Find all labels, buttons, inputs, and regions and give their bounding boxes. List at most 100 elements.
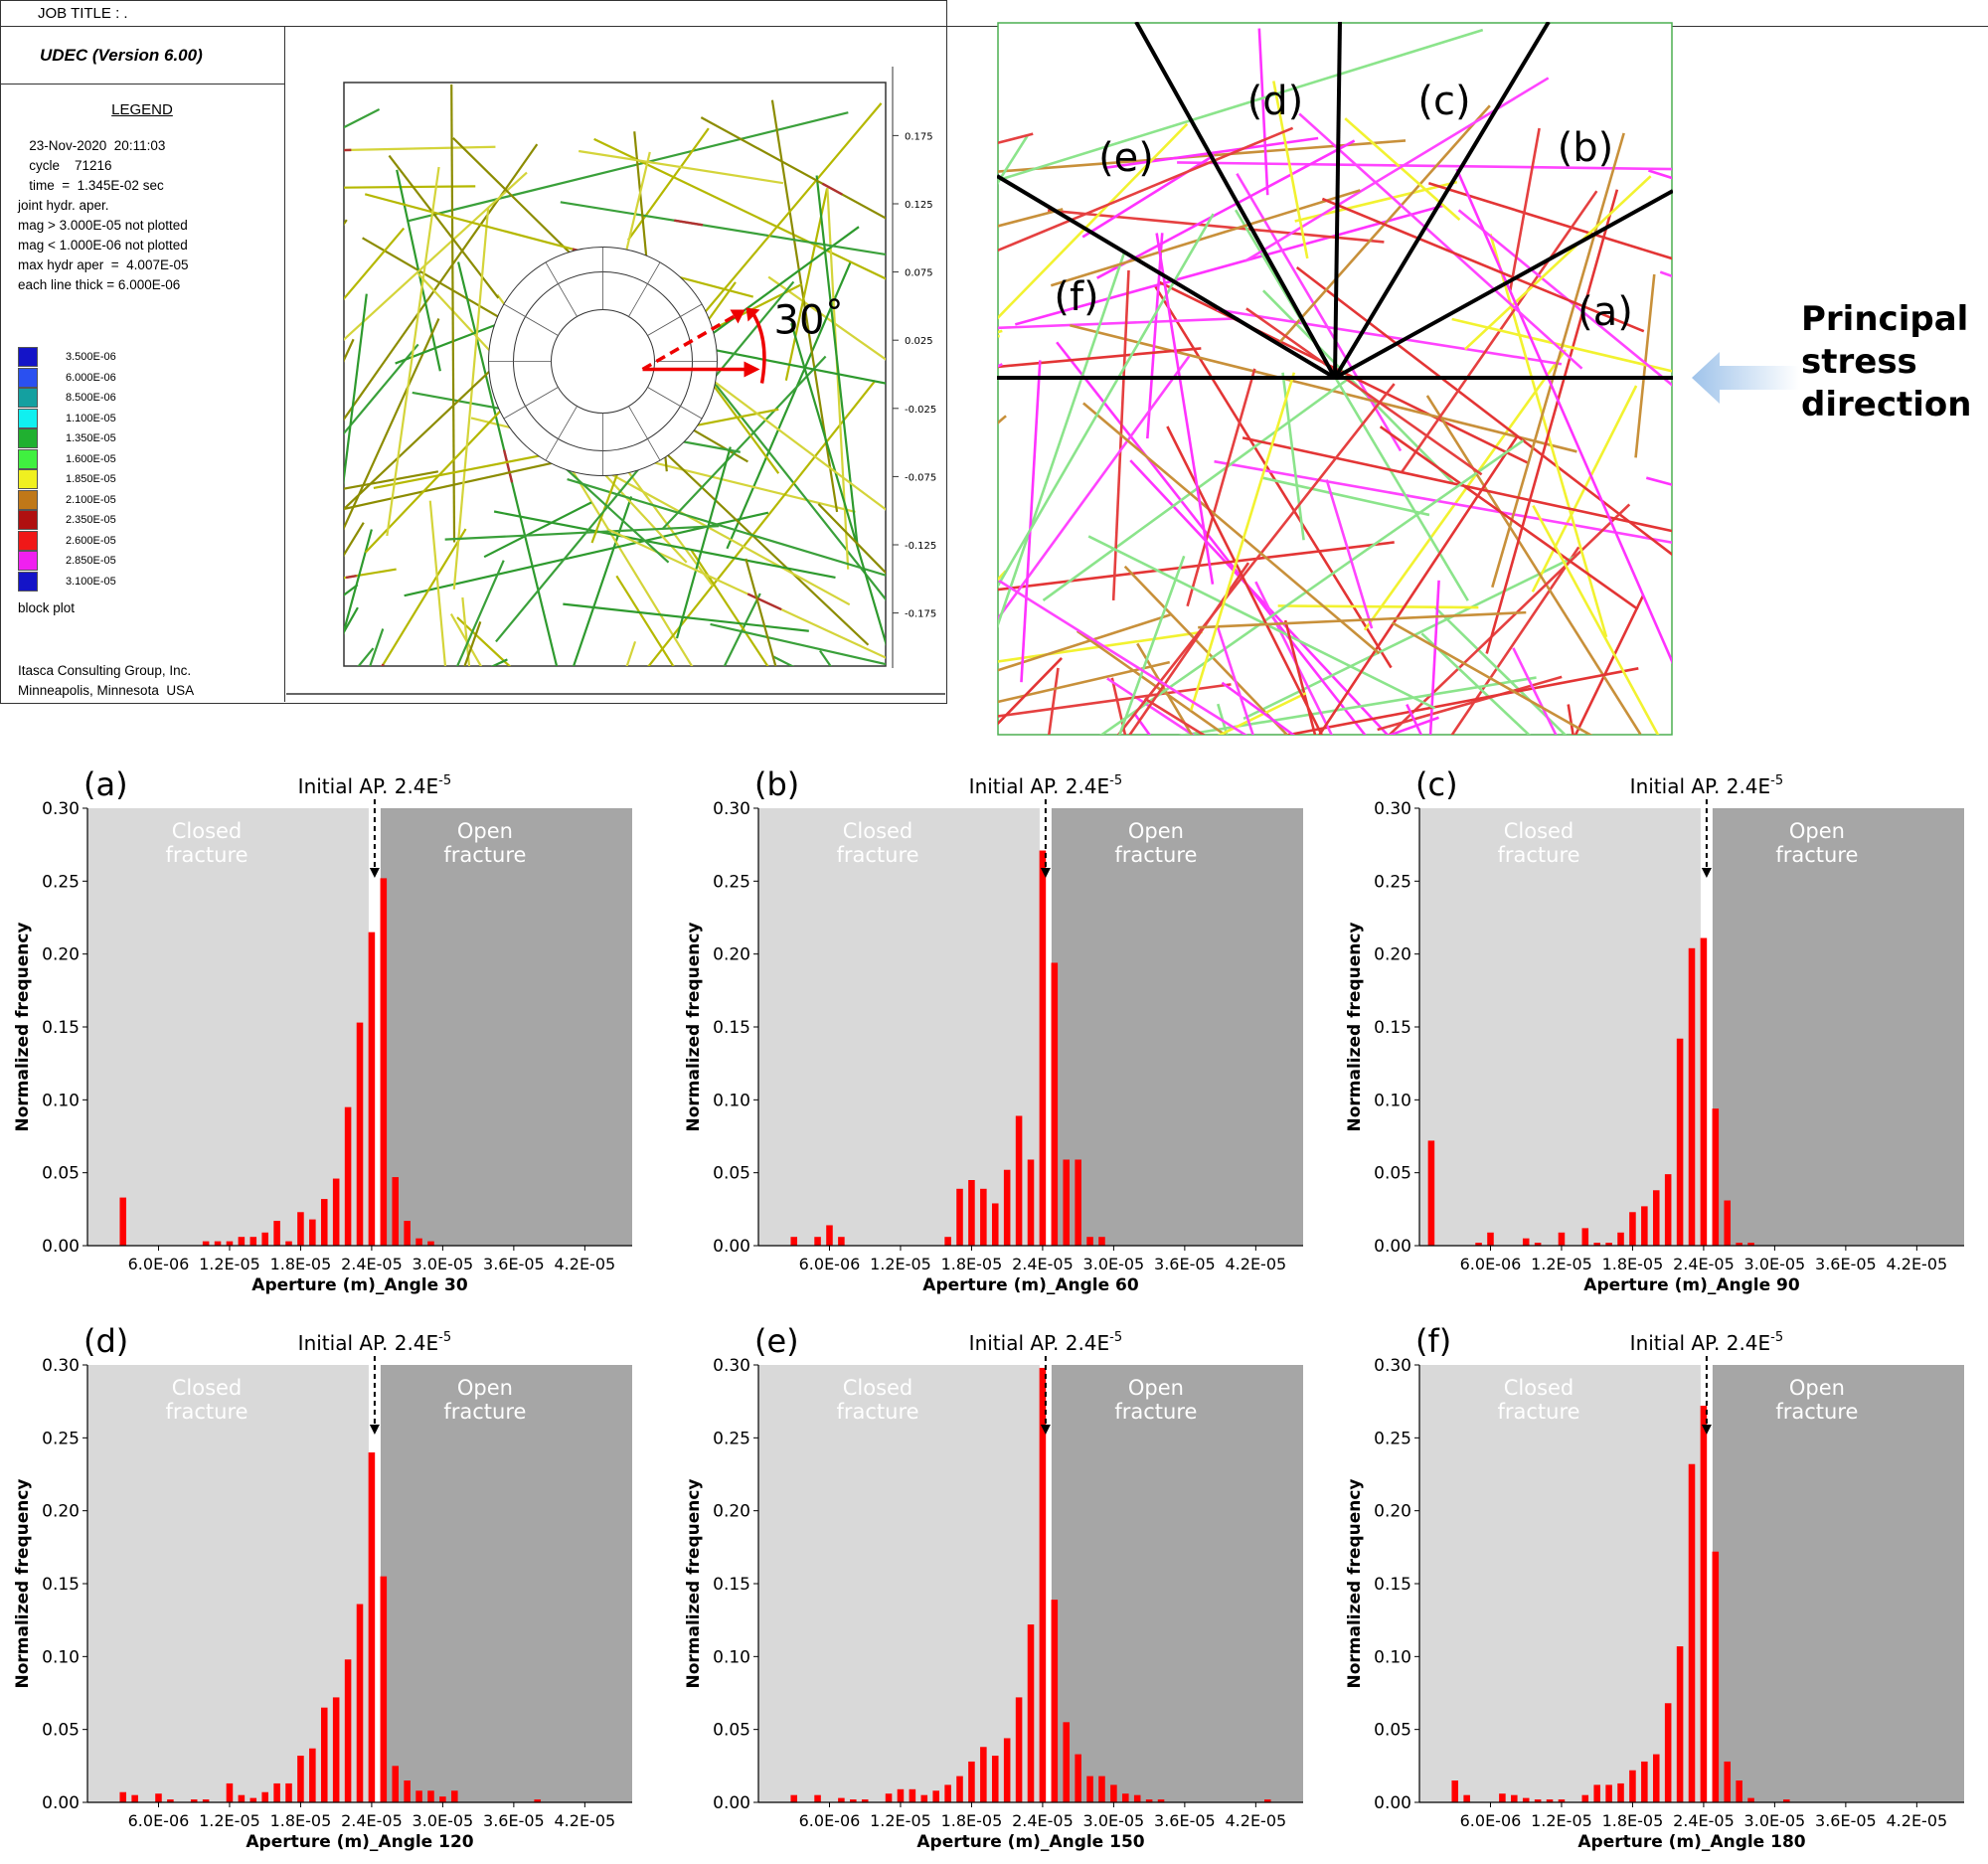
y-tick-label: 0.05 (713, 1721, 750, 1741)
open-region (380, 1365, 632, 1802)
fracture-line (1020, 360, 1042, 683)
y-tick-label: 0.00 (42, 1237, 80, 1257)
closed-label: fracture (1497, 1400, 1579, 1424)
histogram-bar (1027, 1159, 1035, 1246)
fracture-line (1491, 132, 1625, 589)
fracture-segment-open (674, 219, 704, 227)
x-tick-label: 6.0E-06 (128, 1811, 190, 1830)
histogram-bar (1736, 1243, 1742, 1246)
fracture-line (1198, 610, 1527, 629)
histogram-bar (1427, 1140, 1435, 1246)
fracture-line (1485, 189, 1619, 654)
open-region (1051, 808, 1303, 1246)
fracture-line (998, 347, 1202, 369)
fracture-line (1123, 565, 1289, 735)
histogram-bar (261, 1232, 268, 1246)
fracture-line (493, 510, 836, 580)
histogram-bar (1534, 1243, 1542, 1246)
y-axis-label: Normalized frequency (1345, 1478, 1365, 1688)
legend-swatch-label: 2.100E-05 (66, 493, 116, 506)
legend-swatch-label: 1.100E-05 (66, 412, 116, 424)
x-tick-label: 3.0E-05 (1083, 1811, 1145, 1830)
y-tick-label: 0.05 (42, 1164, 80, 1184)
histogram-bar (392, 1766, 400, 1802)
zone-divider (628, 406, 661, 461)
fracture-line (1143, 697, 1206, 735)
panel-label: (a) (83, 765, 128, 803)
fracture-segment-open (344, 148, 352, 152)
fracture-line (344, 143, 539, 422)
histogram-bar (273, 1221, 280, 1246)
histogram-bar (368, 1452, 376, 1802)
y-tick-label: 0.175 (905, 131, 933, 142)
x-tick-label: 3.0E-05 (1083, 1255, 1145, 1273)
x-tick-label: 6.0E-06 (799, 1811, 861, 1830)
direction-label: (f) (1054, 274, 1098, 320)
fracture-segment-open (345, 575, 357, 580)
x-tick-label: 2.4E-05 (341, 1255, 403, 1273)
y-tick-label: 0.00 (1374, 1237, 1411, 1257)
fracture-line (1298, 112, 1583, 370)
histogram-bar (826, 1225, 833, 1246)
fracture-line (647, 380, 877, 666)
x-axis-label: Aperture (m)_Angle 150 (916, 1832, 1144, 1852)
histogram-bar (1617, 1232, 1624, 1246)
histogram-bar (790, 1237, 798, 1246)
closed-region (1419, 1365, 1701, 1802)
histogram-bar (1086, 1237, 1093, 1246)
histogram-bar (1051, 962, 1059, 1246)
closed-label: Closed (172, 819, 243, 843)
histogram-bar (790, 1794, 798, 1802)
histogram-bar (944, 1784, 951, 1802)
x-tick-label: 3.0E-05 (413, 1811, 474, 1830)
histogram-bar (1558, 1232, 1566, 1246)
histogram-bar (1605, 1784, 1612, 1802)
x-tick-label: 1.8E-05 (270, 1811, 332, 1830)
fracture-line (1221, 681, 1296, 735)
fracture-line (1428, 580, 1440, 735)
fracture-line (1363, 349, 1567, 631)
y-tick-label: -0.175 (905, 609, 936, 620)
histogram-bar (956, 1188, 963, 1246)
x-tick-label: 6.0E-06 (1460, 1255, 1522, 1273)
principal-stress-line-1: Principal (1801, 299, 1969, 339)
histogram-bar (439, 1796, 446, 1802)
zone-divider (545, 406, 578, 461)
x-tick-label: 6.0E-06 (799, 1255, 861, 1273)
histogram-bar (1724, 1200, 1732, 1246)
legend-swatch-color (18, 551, 38, 571)
dashed-arrow-head-icon (730, 309, 746, 324)
x-tick-label: 1.8E-05 (1602, 1811, 1664, 1830)
fracture-line (615, 575, 675, 666)
fracture-line (560, 201, 886, 256)
legend-swatch-color (18, 530, 38, 551)
fracture-line (1321, 197, 1645, 333)
fracture-line (386, 166, 440, 537)
initial-aperture-arrow-head-icon (369, 1425, 380, 1435)
histogram-bar (249, 1237, 257, 1246)
fracture-line (344, 171, 528, 341)
fracture-line (344, 293, 368, 487)
histogram-bar (1522, 1238, 1530, 1246)
x-tick-label: 3.6E-05 (1154, 1255, 1216, 1273)
angle-arc-head-icon (746, 307, 760, 322)
fracture-line (1508, 127, 1541, 292)
histogram-bar (1122, 1793, 1129, 1802)
fracture-line (444, 525, 720, 541)
fracture-segment-open (746, 593, 782, 611)
fracture-line (344, 227, 406, 301)
x-tick-label: 1.8E-05 (1602, 1255, 1664, 1273)
panel-label: (b) (754, 765, 799, 803)
fracture-line (998, 252, 1126, 629)
histogram-bar (968, 1761, 975, 1802)
fracture-line (572, 496, 633, 666)
histogram-bar (1641, 1761, 1648, 1802)
fracture-line (381, 528, 467, 666)
fracture-line (567, 478, 886, 577)
fracture-line (548, 430, 694, 666)
open-label: fracture (1775, 1400, 1858, 1424)
closed-label: fracture (836, 843, 918, 867)
closed-label: Closed (843, 819, 913, 843)
fracture-line (452, 207, 490, 590)
x-tick-label: 4.2E-05 (555, 1811, 616, 1830)
